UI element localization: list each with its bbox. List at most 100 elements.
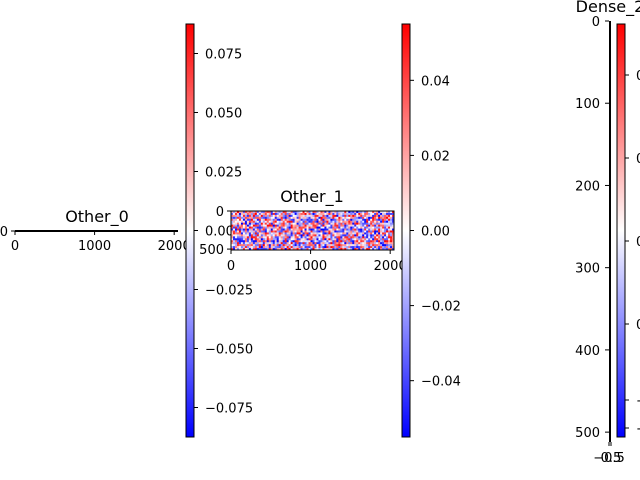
heatmap-cell (346, 218, 349, 222)
heatmap-cell (372, 222, 375, 225)
heatmap-cell (280, 234, 283, 237)
heatmap-cell (336, 246, 339, 249)
heatmap-cell (244, 222, 248, 225)
heatmap-cell (356, 222, 359, 225)
heatmap-cell (386, 234, 389, 237)
heatmap-cell (370, 226, 373, 229)
heatmap-cell (252, 238, 256, 241)
heatmap-cell (354, 242, 357, 245)
heatmap-cell (382, 212, 385, 216)
heatmap-cell (358, 244, 361, 247)
heatmap-cell (334, 242, 337, 245)
heatmap-cell (360, 234, 363, 237)
heatmap-cell (338, 214, 341, 218)
heatmap-cell (290, 212, 293, 216)
heatmap-cell (262, 244, 266, 247)
heatmap-cell (284, 236, 287, 239)
heatmap-cell (324, 234, 327, 237)
heatmap-cell (274, 232, 278, 235)
heatmap-cell (372, 224, 375, 227)
heatmap-cell (306, 224, 309, 227)
heatmap-cell (270, 220, 274, 223)
heatmap-cell (240, 222, 244, 225)
heatmap-cell (256, 248, 260, 251)
heatmap-cell (310, 240, 313, 243)
heatmap-cell (334, 234, 337, 237)
heatmap-cell (374, 224, 377, 227)
heatmap-cell (292, 236, 295, 239)
heatmap-cell (294, 222, 297, 225)
heatmap-cell (231, 230, 234, 233)
heatmap-cell (240, 216, 244, 220)
heatmap-cell (292, 234, 295, 237)
heatmap-cell (352, 216, 355, 220)
heatmap-cell (274, 230, 278, 233)
heatmap-cell (262, 212, 266, 216)
heatmap-cell (290, 216, 293, 220)
heatmap-cell (310, 220, 313, 223)
colorbar-other-1: 0.040.020.00−0.02−0.04 (401, 23, 461, 438)
heatmap-cell (340, 222, 343, 225)
heatmap-cell (302, 244, 305, 247)
heatmap-cell (260, 222, 264, 225)
heatmap-cell (338, 212, 341, 216)
heatmap-cell (316, 212, 319, 216)
heatmap-cell (264, 246, 268, 249)
heatmap-cell (312, 224, 315, 227)
heatmap-cell (356, 212, 359, 216)
heatmap-cell (364, 246, 367, 249)
heatmap-cell (342, 216, 345, 220)
heatmap-cell (258, 211, 262, 214)
heatmap-cell (298, 246, 301, 249)
heatmap-cell (380, 236, 383, 239)
heatmap-cell (314, 228, 317, 231)
heatmap-cell (336, 220, 339, 223)
heatmap-cell (252, 212, 256, 216)
heatmap-cell (292, 224, 295, 227)
heatmap-cell (314, 216, 317, 220)
heatmap-cell (332, 248, 335, 251)
heatmap-cell (268, 244, 272, 247)
heatmap-cell (236, 216, 240, 220)
heatmap-cell (246, 248, 250, 251)
heatmap-cell (294, 244, 297, 247)
heatmap-cell (256, 222, 260, 225)
heatmap-cell (272, 226, 276, 229)
heatmap-cell (336, 211, 339, 214)
heatmap-cell (304, 236, 307, 239)
heatmap-cell (296, 234, 299, 237)
heatmap-cell (360, 214, 363, 218)
heatmap-cell (288, 234, 291, 237)
heatmap-cell (332, 238, 335, 241)
heatmap-cell (326, 236, 329, 239)
tick-label: 0.075 (205, 48, 242, 63)
heatmap-cell (258, 224, 262, 227)
heatmap-cell (320, 232, 323, 235)
heatmap-cell (294, 226, 297, 229)
heatmap-cell (328, 222, 331, 225)
heatmap-cell (308, 248, 311, 251)
heatmap-cell (262, 236, 266, 239)
heatmap-cell (356, 236, 359, 239)
heatmap-cell (250, 244, 254, 247)
heatmap-cell (346, 228, 349, 231)
heatmap-cell (352, 242, 355, 245)
heatmap-cell (376, 234, 379, 237)
heatmap-cell (362, 212, 365, 216)
heatmap-cell (260, 244, 264, 247)
heatmap-cell (356, 232, 359, 235)
heatmap-cell (386, 244, 389, 247)
heatmap-cell (328, 216, 331, 220)
heatmap-cell (236, 236, 240, 239)
heatmap-cell (392, 218, 395, 222)
heatmap-cell (300, 218, 303, 222)
heatmap-cell (346, 214, 349, 218)
heatmap-cell (252, 211, 256, 214)
heatmap-cell (354, 228, 357, 231)
heatmap-cell (264, 212, 268, 216)
heatmap-cell (316, 214, 319, 218)
heatmap-cell (234, 240, 238, 243)
heatmap-cell (314, 234, 317, 237)
